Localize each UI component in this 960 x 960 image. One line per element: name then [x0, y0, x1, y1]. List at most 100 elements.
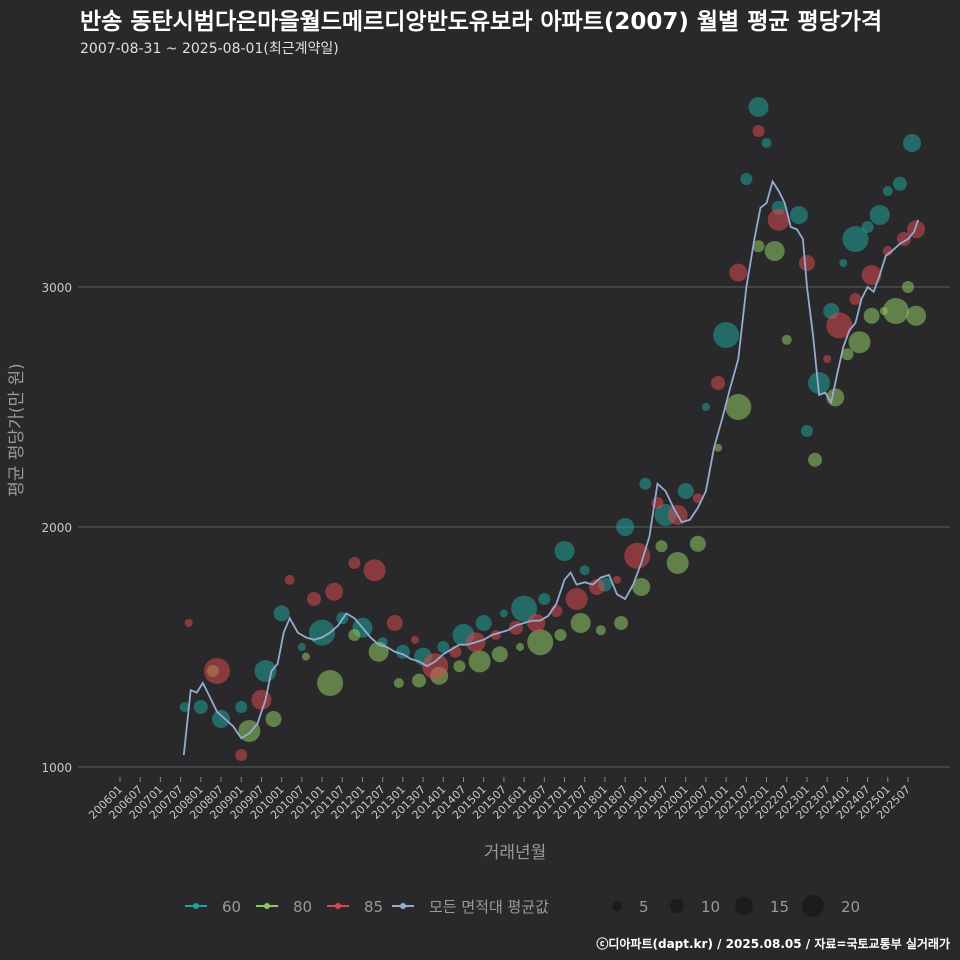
data-point-80 [491, 646, 508, 663]
data-point-60 [499, 609, 508, 618]
data-point-60 [193, 700, 208, 714]
grid-lines [78, 286, 950, 768]
data-point-80 [714, 443, 723, 452]
data-point-80 [317, 670, 344, 696]
data-point-60 [235, 701, 248, 713]
data-point-60 [179, 702, 190, 712]
y-tick-label: 1000 [41, 761, 72, 775]
data-point-80 [595, 625, 606, 636]
data-point-80 [614, 616, 629, 630]
data-point-85 [767, 208, 790, 231]
data-point-85 [422, 653, 449, 680]
legend-marker [400, 903, 406, 909]
data-point-85 [861, 265, 882, 285]
legend-label: 80 [293, 898, 312, 916]
size-legend-label: 15 [770, 898, 789, 916]
data-point-60 [254, 660, 277, 682]
data-point-60 [475, 615, 492, 631]
data-point-80 [570, 613, 591, 633]
data-point-85 [613, 575, 622, 584]
data-point-80 [412, 673, 427, 688]
data-point-80 [808, 452, 823, 467]
data-point-80 [632, 578, 651, 596]
data-point-85 [711, 376, 726, 390]
data-point-80 [453, 660, 466, 673]
legend-label: 85 [364, 898, 383, 916]
data-points [179, 97, 927, 761]
data-point-85 [306, 592, 321, 606]
data-point-85 [624, 542, 651, 569]
data-point-85 [348, 557, 361, 569]
size-legend-label: 5 [639, 898, 649, 916]
data-point-60 [677, 483, 694, 499]
data-point-85 [203, 658, 230, 684]
data-point-80 [848, 331, 871, 354]
data-point-60 [554, 541, 575, 561]
data-point-80 [655, 540, 668, 553]
size-legend-circle [612, 901, 622, 911]
footer-credit: ⓒ디아파트(dapt.kr) / 2025.08.05 / 자료=국토교통부 실… [596, 937, 950, 951]
data-point-80 [516, 643, 525, 651]
size-legend-label: 10 [701, 898, 720, 916]
data-point-60 [748, 97, 769, 117]
data-point-60 [273, 605, 290, 622]
data-point-60 [903, 134, 922, 152]
data-point-60 [882, 186, 893, 196]
data-point-85 [588, 579, 605, 595]
chart-title: 반송 동탄시범다은마을월드메르디앙반도유보라 아파트(2007) 월별 평균 평… [80, 9, 883, 35]
data-point-80 [725, 394, 752, 420]
data-point-85 [386, 615, 403, 631]
data-point-80 [265, 711, 282, 727]
legend-label: 60 [222, 898, 241, 916]
y-tick-labels: 1000 2000 3000 [41, 281, 72, 775]
data-point-60 [842, 226, 869, 252]
data-point-60 [892, 176, 907, 191]
data-point-80 [468, 650, 491, 673]
data-point-85 [882, 246, 893, 256]
size-legend-circle [735, 897, 753, 915]
data-point-85 [527, 614, 546, 632]
data-point-60 [861, 221, 874, 233]
data-point-60 [297, 643, 306, 651]
data-point-80 [906, 305, 927, 326]
data-point-80 [527, 629, 554, 656]
legend-marker [264, 903, 270, 909]
data-point-85 [752, 125, 765, 137]
data-point-60 [616, 518, 635, 536]
data-point-80 [301, 652, 310, 661]
data-point-80 [781, 334, 792, 345]
data-point-60 [538, 593, 551, 605]
data-point-60 [713, 322, 740, 348]
data-point-60 [579, 565, 590, 576]
data-point-80 [882, 298, 909, 324]
data-point-80 [393, 678, 404, 688]
data-point-60 [789, 206, 808, 224]
data-point-85 [363, 559, 386, 582]
data-point-85 [325, 582, 344, 601]
size-legend-label: 20 [841, 898, 860, 916]
legend-marker [335, 903, 341, 909]
data-point-60 [437, 641, 450, 653]
data-point-85 [729, 263, 748, 282]
average-line [182, 179, 919, 756]
average-series-line [182, 179, 919, 756]
data-point-80 [348, 629, 361, 641]
data-point-60 [839, 259, 848, 267]
x-tick-labels: 2006012006072007012007072008012008072009… [86, 777, 913, 822]
legend-label: 모든 면적대 평균값 [429, 898, 549, 916]
data-point-60 [701, 403, 710, 411]
size-legend-circle [670, 899, 684, 913]
data-point-80 [841, 348, 854, 361]
data-point-85 [251, 689, 272, 710]
data-point-85 [235, 749, 248, 761]
data-point-60 [800, 425, 813, 437]
chart-subtitle: 2007-08-31 ~ 2025-08-01(최근계약일) [80, 41, 339, 57]
data-point-85 [823, 355, 832, 363]
legend-marker [193, 903, 199, 909]
data-point-85 [184, 619, 193, 627]
data-point-80 [554, 629, 567, 641]
data-point-80 [902, 281, 914, 293]
data-point-80 [689, 535, 706, 552]
x-axis-label: 거래년월 [484, 843, 547, 863]
